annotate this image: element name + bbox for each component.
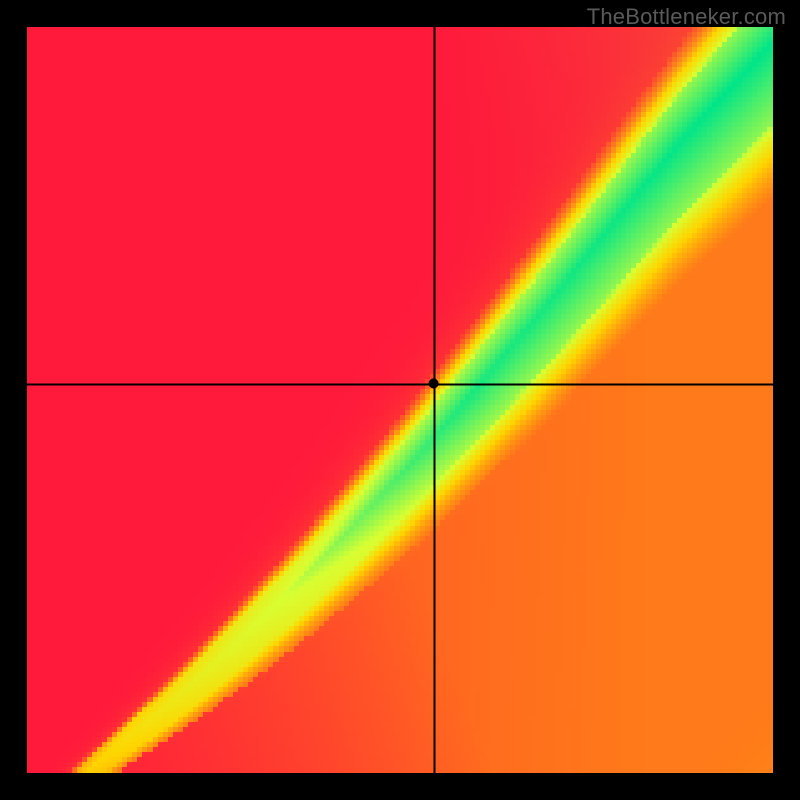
heatmap-canvas [27, 27, 773, 773]
plot-area [27, 27, 773, 773]
watermark-text: TheBottleneker.com [587, 4, 786, 30]
figure-outer: TheBottleneker.com [0, 0, 800, 800]
